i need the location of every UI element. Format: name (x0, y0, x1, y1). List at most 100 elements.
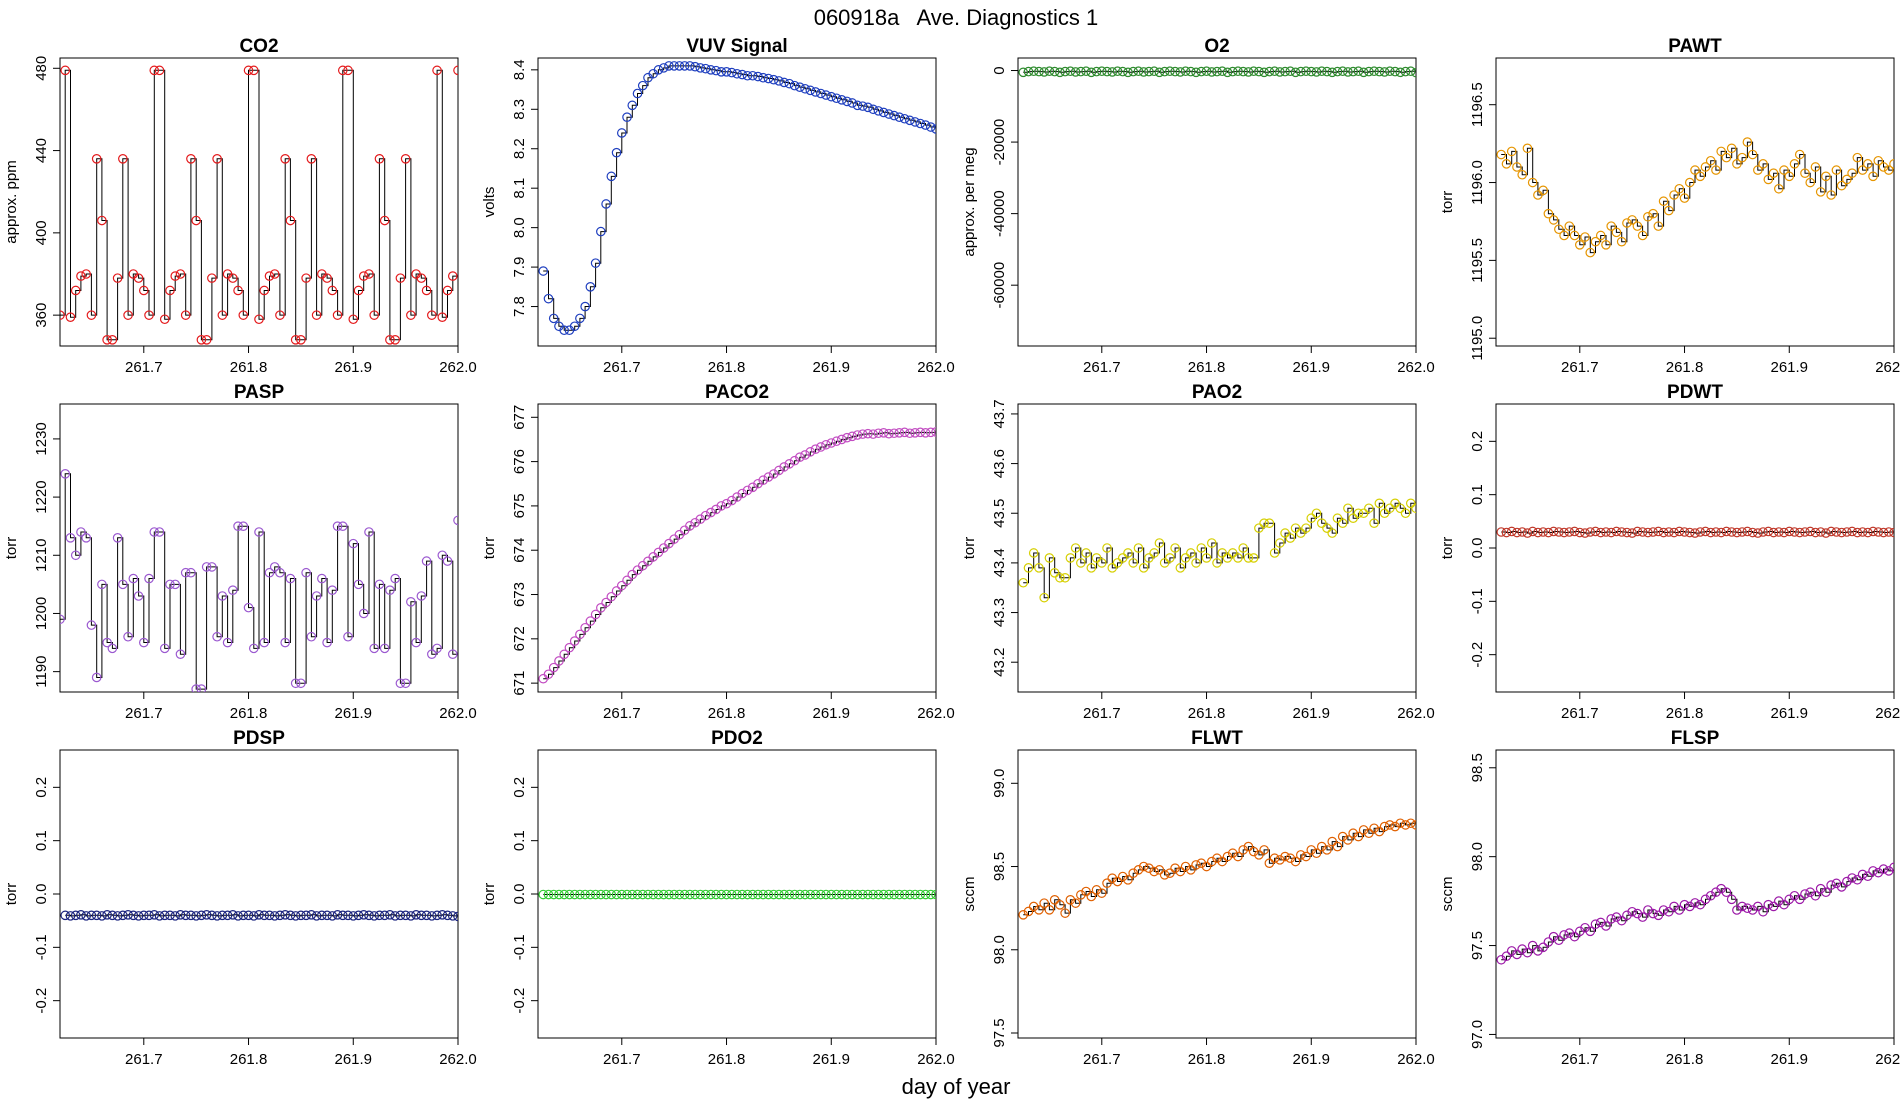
data-point-pasp-41 (269, 562, 280, 572)
data-point-pao2-63 (1348, 513, 1358, 524)
data-point-pdsp-70 (427, 911, 437, 921)
data-point-pdwt-74 (1883, 527, 1894, 537)
data-point-pdwt-52 (1768, 527, 1779, 538)
data-point-co2-3 (70, 285, 81, 296)
y-tick-label-pdo2-3: 0.1 (511, 830, 528, 851)
data-point-paco2-60 (852, 430, 863, 440)
data-point-pawt-1 (1501, 159, 1512, 169)
data-point-vuv-signal-17 (627, 100, 638, 111)
data-point-pao2-22 (1133, 543, 1144, 553)
data-point-pasp-67 (406, 597, 416, 607)
data-point-co2-49 (311, 310, 322, 320)
data-point-pdo2-56 (831, 889, 842, 900)
data-point-vuv-signal-55 (826, 91, 837, 102)
panel-title-flsp: FLSP (1671, 728, 1720, 749)
data-point-pasp-23 (175, 649, 186, 659)
data-point-pawt-30 (1653, 221, 1664, 231)
data-point-pao2-1 (1023, 563, 1034, 573)
data-point-o2-74 (1405, 66, 1416, 77)
data-point-pao2-0 (1018, 577, 1029, 588)
panel-pdsp: PDSP 261.7 261.8 261.9 262.0 -0.2 -0.1 0.0 0.1 0.… (3, 728, 477, 1068)
data-point-pdo2-10 (590, 889, 601, 900)
y-tick-label-flwt-0: 97.5 (991, 1018, 1008, 1047)
data-point-o2-3 (1034, 66, 1044, 77)
data-point-pao2-40 (1227, 548, 1238, 558)
data-point-o2-4 (1039, 67, 1049, 77)
data-point-pdsp-50 (322, 910, 332, 921)
data-point-flwt-46 (1259, 845, 1269, 855)
data-point-pasp-46 (296, 678, 306, 689)
data-point-flsp-47 (1742, 903, 1753, 914)
data-point-pdo2-18 (632, 889, 643, 900)
data-point-o2-1 (1023, 66, 1034, 77)
data-point-pasp-17 (144, 573, 154, 584)
x-tick-label-pdo2-3: 262.0 (917, 1051, 955, 1068)
data-point-o2-17 (1107, 67, 1118, 77)
data-point-paco2-14 (611, 586, 622, 596)
data-point-o2-47 (1264, 66, 1275, 77)
data-point-pdo2-23 (658, 889, 669, 900)
data-point-pawt-45 (1732, 159, 1742, 169)
data-point-pdsp-11 (118, 910, 128, 921)
data-point-co2-70 (421, 285, 432, 296)
data-point-pdsp-46 (301, 910, 311, 921)
data-point-pdsp-38 (259, 910, 270, 921)
data-point-flsp-70 (1863, 871, 1873, 882)
data-point-flwt-40 (1227, 848, 1238, 859)
panel-flwt: FLWT 261.7 261.8 261.9 262.0 97.5 98.0 98.5 99.0… (961, 728, 1435, 1068)
y-tick-label-pasp-2: 1210 (33, 539, 50, 572)
data-point-pdwt-14 (1569, 526, 1580, 537)
data-point-flwt-5 (1044, 905, 1055, 915)
data-point-pao2-47 (1264, 518, 1275, 528)
data-point-pasp-7 (91, 672, 102, 683)
data-point-pdo2-67 (889, 889, 899, 900)
data-point-pawt-28 (1643, 211, 1653, 222)
data-point-pdo2-38 (737, 889, 748, 900)
data-point-o2-56 (1311, 67, 1322, 77)
data-point-pdwt-53 (1773, 527, 1784, 537)
data-point-pao2-57 (1316, 518, 1327, 528)
plot-area-flsp (1496, 862, 1894, 965)
data-point-pasp-15 (133, 591, 144, 601)
data-point-pdwt-66 (1842, 527, 1852, 537)
data-point-pao2-39 (1222, 553, 1233, 563)
data-point-pdwt-1 (1501, 527, 1512, 538)
data-point-pawt-19 (1595, 230, 1606, 241)
x-tick-label-o2-2: 261.9 (1292, 359, 1330, 376)
data-point-paco2-28 (685, 521, 695, 531)
data-point-paco2-57 (836, 434, 847, 445)
data-point-co2-4 (76, 271, 86, 281)
data-point-pawt-55 (1784, 171, 1795, 182)
data-point-pawt-14 (1569, 230, 1580, 241)
data-point-pdsp-61 (379, 910, 390, 921)
data-point-pasp-4 (76, 527, 86, 537)
data-point-co2-17 (144, 310, 154, 320)
data-point-o2-52 (1290, 67, 1301, 78)
figure-xlabel: day of year (902, 1074, 1011, 1099)
data-point-pasp-24 (180, 567, 191, 578)
data-point-pawt-5 (1522, 143, 1533, 154)
data-point-flsp-20 (1601, 921, 1611, 931)
data-point-pdo2-53 (815, 889, 826, 900)
data-point-pasp-26 (191, 684, 201, 692)
data-point-pao2-20 (1123, 548, 1133, 558)
data-point-pdwt-69 (1857, 527, 1868, 537)
panel-pdo2: PDO2 261.7 261.8 261.9 262.0 -0.2 -0.1 0.0 0.1 0.… (481, 728, 955, 1068)
data-point-pasp-20 (159, 643, 170, 654)
data-point-paco2-6 (569, 636, 580, 646)
data-point-o2-43 (1243, 67, 1254, 77)
data-point-pawt-43 (1721, 152, 1732, 163)
data-point-flsp-52 (1768, 901, 1779, 912)
panel-o2: O2 261.7 261.8 261.9 262.0 -60000 -40000 -20000… (961, 36, 1435, 376)
data-point-pdwt-3 (1512, 527, 1522, 538)
data-point-pdsp-25 (191, 911, 201, 921)
data-point-vuv-signal-39 (742, 70, 753, 81)
data-point-pdsp-34 (238, 910, 249, 921)
data-point-o2-72 (1395, 67, 1406, 78)
data-point-pdo2-75 (931, 889, 936, 900)
data-point-pdwt-39 (1700, 526, 1711, 537)
data-point-flwt-10 (1070, 898, 1081, 908)
data-point-pdo2-43 (763, 889, 774, 900)
data-point-pasp-66 (400, 678, 411, 689)
data-point-pawt-26 (1632, 221, 1643, 231)
